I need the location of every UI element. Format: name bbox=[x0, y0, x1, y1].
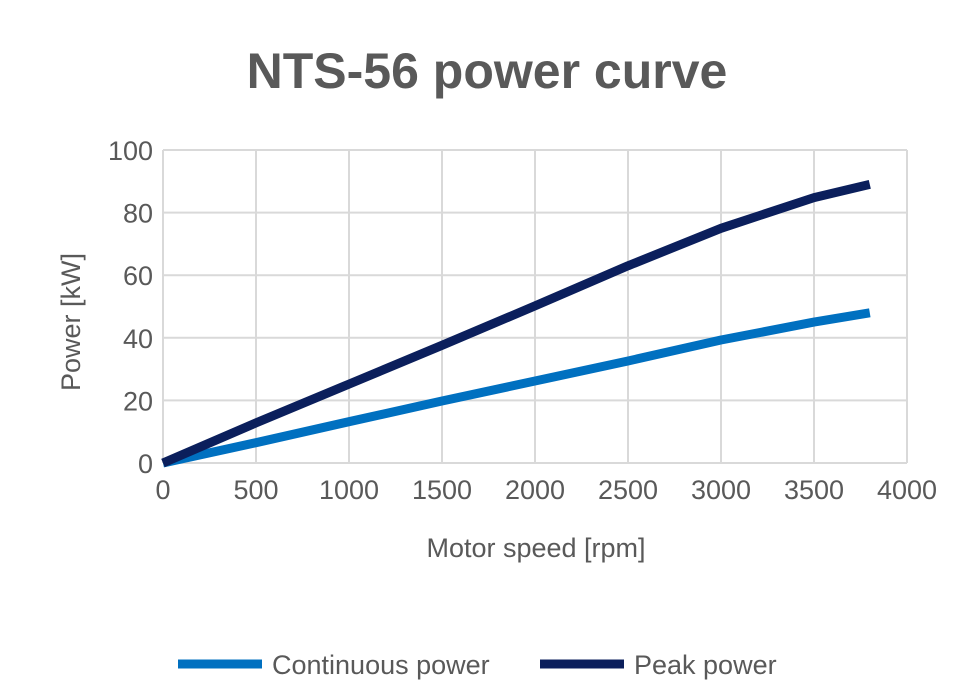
y-axis-title: Power [kW] bbox=[56, 253, 86, 391]
legend-label-continuous-power: Continuous power bbox=[272, 650, 490, 680]
x-tick-label-1500: 1500 bbox=[412, 475, 472, 505]
x-tick-label-1000: 1000 bbox=[319, 475, 379, 505]
legend-label-peak-power: Peak power bbox=[634, 650, 777, 680]
legend: Continuous power Peak power bbox=[178, 650, 777, 680]
series-line-peak-power bbox=[161, 180, 871, 468]
y-tick-label-100: 100 bbox=[108, 136, 153, 166]
x-tick-label-500: 500 bbox=[233, 475, 278, 505]
grid bbox=[162, 149, 908, 464]
y-tick-label-0: 0 bbox=[138, 449, 153, 479]
series-line-continuous-power bbox=[162, 308, 871, 468]
series-lines bbox=[161, 180, 871, 468]
y-tick-labels: 0 20 40 60 80 100 bbox=[108, 136, 153, 479]
x-tick-label-0: 0 bbox=[155, 475, 170, 505]
x-tick-label-4000: 4000 bbox=[877, 475, 937, 505]
x-tick-label-3000: 3000 bbox=[691, 475, 751, 505]
x-axis-title: Motor speed [rpm] bbox=[426, 533, 645, 563]
x-tick-label-2000: 2000 bbox=[505, 475, 565, 505]
y-tick-label-20: 20 bbox=[123, 386, 153, 416]
x-tick-label-3500: 3500 bbox=[784, 475, 844, 505]
x-tick-label-2500: 2500 bbox=[598, 475, 658, 505]
x-tick-labels: 0 500 1000 1500 2000 2500 3000 3500 4000 bbox=[155, 475, 937, 505]
y-tick-label-80: 80 bbox=[123, 199, 153, 229]
y-tick-label-60: 60 bbox=[123, 261, 153, 291]
y-tick-label-40: 40 bbox=[123, 324, 153, 354]
chart-title: NTS-56 power curve bbox=[247, 43, 728, 99]
